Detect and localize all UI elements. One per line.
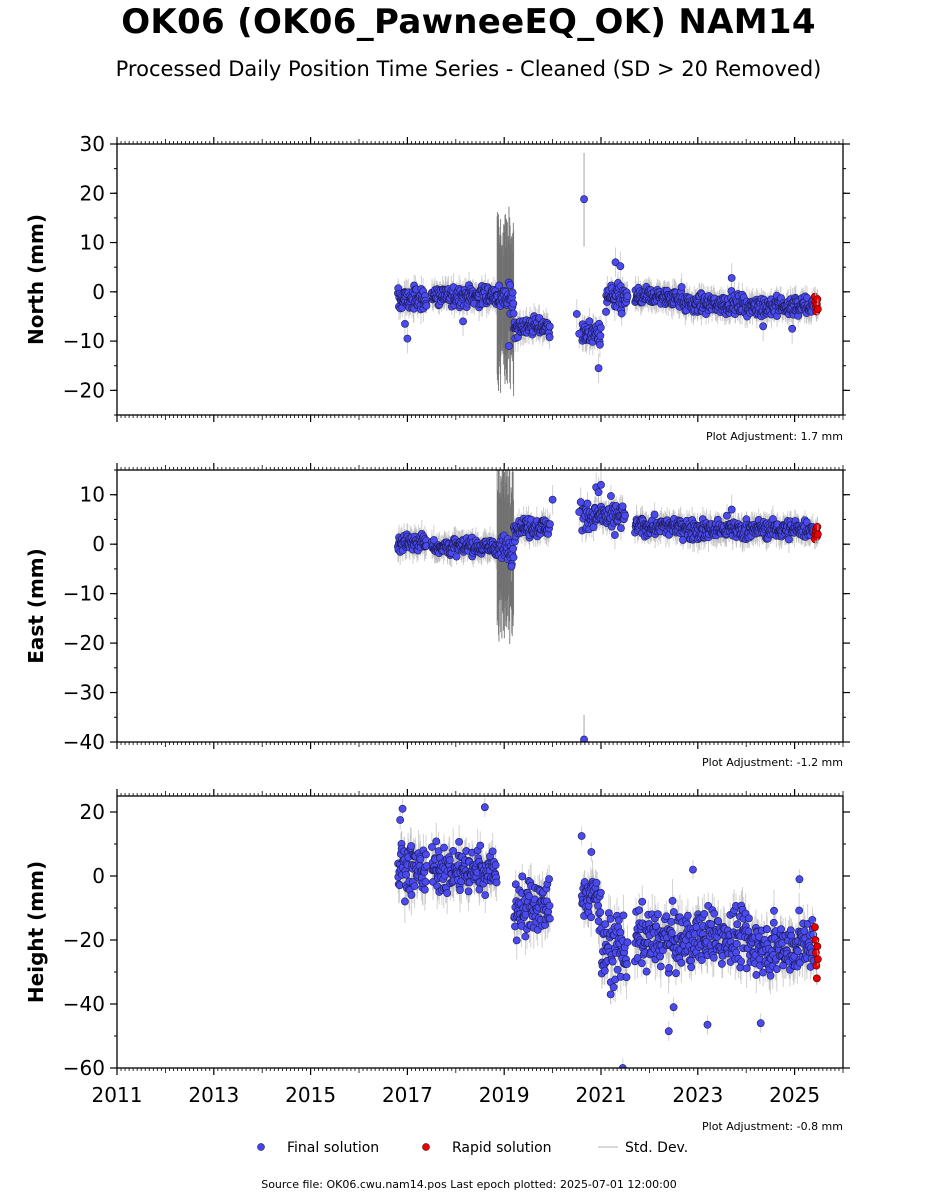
final-points bbox=[393, 480, 818, 742]
plot-adjustment: Plot Adjustment: 1.7 mm bbox=[706, 430, 843, 443]
rapid-points bbox=[811, 516, 822, 550]
final-point bbox=[403, 334, 412, 343]
final-point bbox=[759, 322, 768, 331]
y-tick-label: 0 bbox=[92, 532, 105, 556]
final-point bbox=[452, 552, 461, 561]
final-point bbox=[546, 520, 554, 529]
final-point bbox=[545, 333, 554, 342]
final-point bbox=[727, 274, 736, 282]
final-point bbox=[572, 310, 581, 318]
final-point bbox=[508, 288, 517, 297]
y-tick-label: 10 bbox=[80, 231, 105, 255]
final-point bbox=[596, 340, 604, 349]
final-point bbox=[459, 317, 467, 326]
final-point bbox=[617, 524, 625, 533]
final-point bbox=[785, 535, 793, 544]
final-point bbox=[677, 283, 686, 291]
final-point bbox=[618, 502, 627, 511]
final-point bbox=[401, 319, 409, 328]
final-point bbox=[723, 511, 731, 520]
final-point bbox=[617, 309, 626, 318]
figure-title: OK06 (OK06_PawneeEQ_OK) NAM14 bbox=[121, 2, 816, 42]
final-point bbox=[580, 195, 588, 204]
plot-adjustment: Plot Adjustment: -1.2 mm bbox=[702, 756, 843, 769]
final-point bbox=[575, 329, 584, 338]
final-point bbox=[596, 331, 605, 340]
panel-1: −20 −10 0 10 20 30 North (mm) Plot Adjustment: … bbox=[24, 132, 850, 443]
y-axis: −40 −30 −20 −10 0 10 bbox=[63, 469, 850, 754]
final-point bbox=[596, 323, 605, 332]
final-point bbox=[602, 307, 610, 316]
final-point bbox=[422, 301, 431, 310]
y-tick-label: −10 bbox=[63, 329, 105, 353]
final-point bbox=[583, 499, 592, 508]
plot-area bbox=[394, 152, 822, 397]
x-axis bbox=[116, 463, 844, 749]
final-point bbox=[788, 324, 797, 333]
final-point bbox=[509, 553, 518, 562]
y-axis-label: North (mm) bbox=[24, 214, 48, 345]
final-point bbox=[545, 322, 554, 331]
final-point bbox=[650, 510, 659, 519]
y-tick-label: −30 bbox=[63, 681, 105, 705]
y-tick-label: 10 bbox=[80, 483, 105, 507]
plot-area bbox=[393, 470, 822, 742]
y-tick-label: −40 bbox=[63, 730, 105, 754]
rapid-points bbox=[811, 286, 822, 322]
stddev-lines bbox=[397, 470, 815, 742]
final-point bbox=[506, 281, 515, 289]
final-point bbox=[509, 544, 518, 553]
final-point bbox=[594, 364, 603, 373]
final-point bbox=[509, 309, 518, 318]
y-axis: −20 −10 0 10 20 30 bbox=[63, 132, 850, 416]
final-point bbox=[623, 292, 632, 301]
y-tick-label: 0 bbox=[92, 280, 105, 304]
final-point bbox=[610, 531, 619, 539]
final-point bbox=[727, 505, 736, 514]
final-point bbox=[548, 495, 557, 504]
final-point bbox=[507, 562, 516, 571]
final-point bbox=[576, 498, 585, 507]
y-tick-label: −10 bbox=[63, 582, 105, 606]
y-tick-label: −20 bbox=[63, 378, 105, 402]
final-point bbox=[585, 317, 594, 326]
plot-area bbox=[394, 797, 822, 1068]
final-points bbox=[394, 195, 818, 373]
y-tick-label: −20 bbox=[63, 631, 105, 655]
y-tick-label: 20 bbox=[80, 181, 105, 205]
final-point bbox=[607, 492, 615, 500]
final-point bbox=[580, 735, 588, 742]
final-point bbox=[589, 523, 598, 532]
final-point bbox=[429, 536, 438, 544]
x-axis bbox=[116, 137, 844, 422]
rapid-point bbox=[813, 530, 822, 539]
figure-subtitle: Processed Daily Position Time Series - C… bbox=[115, 57, 822, 81]
stddev-lines bbox=[397, 152, 815, 397]
y-tick-label: 30 bbox=[80, 132, 105, 156]
final-point bbox=[505, 342, 513, 350]
final-point bbox=[621, 511, 629, 520]
final-point bbox=[594, 488, 603, 497]
final-point bbox=[616, 262, 625, 271]
final-point bbox=[495, 281, 503, 290]
final-point bbox=[509, 299, 518, 308]
panel-2: −40 −30 −20 −10 0 10 East (mm) Plot Adjustment:… bbox=[24, 463, 850, 769]
final-point bbox=[597, 480, 605, 489]
rapid-point bbox=[813, 305, 822, 313]
y-axis-label: East (mm) bbox=[24, 548, 48, 664]
final-point bbox=[575, 508, 584, 516]
